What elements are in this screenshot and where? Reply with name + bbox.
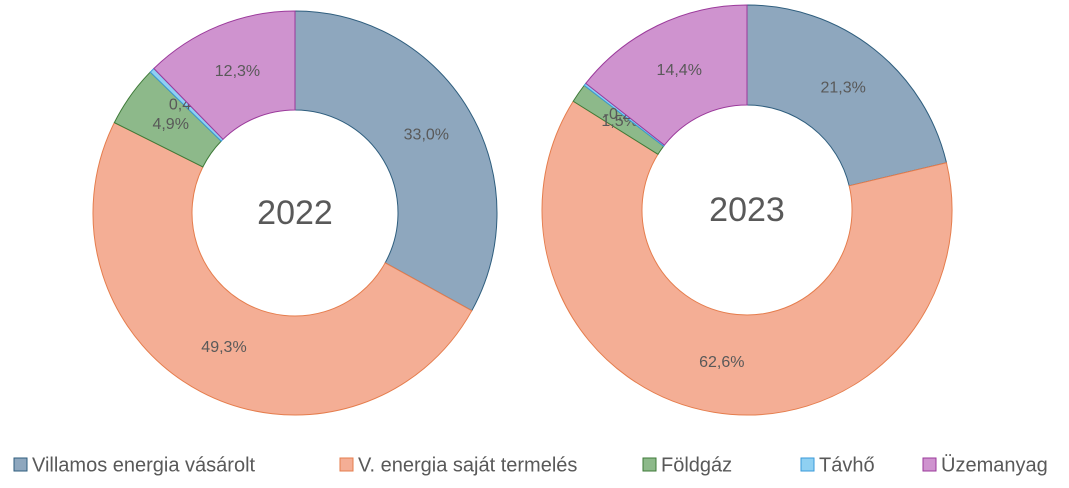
center-label: 2023 [709,191,785,229]
donut-slice [92,121,473,416]
data-label: 21,3% [820,80,865,97]
legend-swatch [642,457,657,472]
legend-swatch [339,457,354,472]
data-label: 49,3% [201,339,246,356]
data-label: 4,9% [152,116,188,133]
data-label: 62,6% [699,354,744,371]
donut-slice [294,10,498,312]
legend-swatch [922,457,937,472]
donut-slice [541,100,953,416]
data-label: 33,0% [404,127,449,144]
data-label: 12,3% [215,63,260,80]
data-label: 14,4% [657,62,702,79]
donut-slice [746,4,948,187]
donut-slice [153,10,296,141]
legend-label: Földgáz [661,454,732,476]
legend-label: Üzemanyag [941,454,1048,476]
legend-label: Távhő [819,454,875,476]
legend-label: Villamos energia vásárolt [32,454,256,476]
legend-swatch [800,457,815,472]
legend-label: V. energia saját termelés [358,454,577,476]
center-label: 2022 [257,194,333,232]
legend-swatch [13,457,28,472]
donut-slice [585,4,748,146]
